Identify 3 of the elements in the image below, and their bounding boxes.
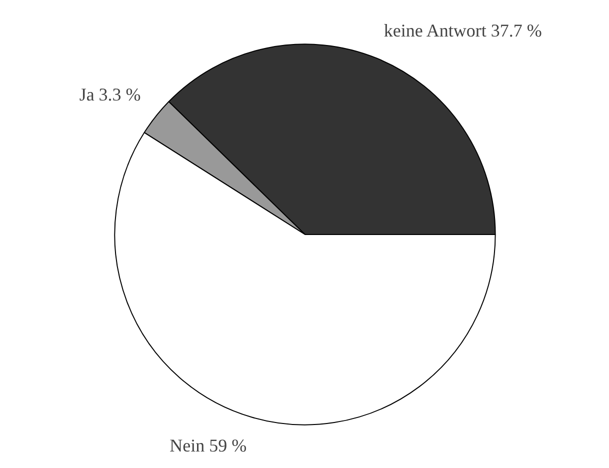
slice-label: Ja 3.3 %: [79, 84, 141, 105]
slice-label: Nein 59 %: [170, 436, 247, 456]
slice-label: keine Antwort 37.7 %: [384, 20, 542, 41]
